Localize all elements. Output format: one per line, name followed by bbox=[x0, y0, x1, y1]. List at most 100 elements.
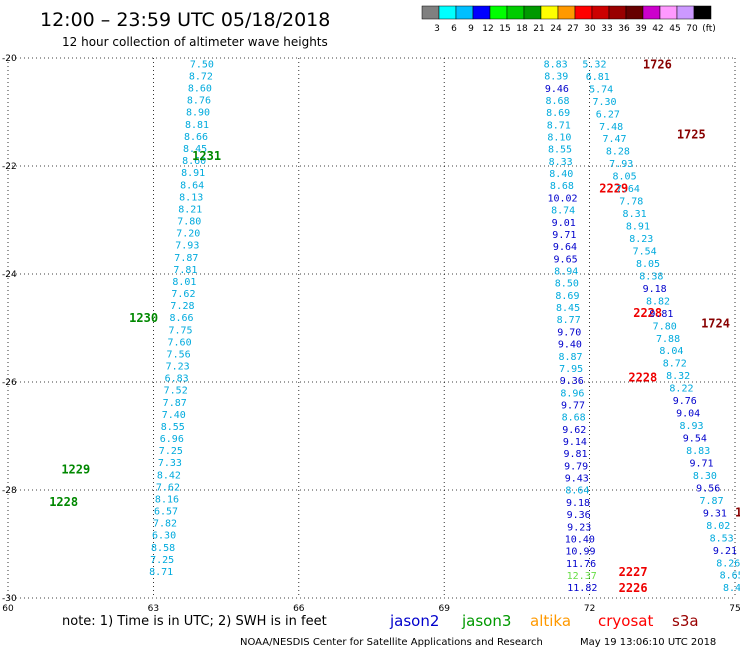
wave-height-label: 7.80 bbox=[177, 217, 201, 228]
generated-timestamp: May 19 13:06:10 UTC 2018 bbox=[580, 637, 716, 648]
x-tick-label: 66 bbox=[293, 604, 305, 614]
colorbar-swatch bbox=[472, 5, 491, 20]
wave-height-label: 8.72 bbox=[663, 359, 687, 370]
wave-height-label: 8.58 bbox=[151, 543, 175, 554]
y-tick-label: -24 bbox=[2, 270, 17, 280]
wave-height-label: 8.66 bbox=[184, 132, 208, 143]
wave-height-label: 7.80 bbox=[653, 321, 677, 332]
wave-height-label: 8.72 bbox=[189, 71, 213, 82]
wave-height-label: 8.90 bbox=[186, 108, 210, 119]
wave-height-label: 8.28 bbox=[606, 147, 630, 158]
wave-height-label: 8.91 bbox=[626, 222, 650, 233]
y-tick-label: -22 bbox=[2, 162, 17, 172]
wave-height-label: 9.56 bbox=[696, 483, 720, 494]
wave-height-label: 9.31 bbox=[703, 508, 727, 519]
wave-height-label: 8.83 bbox=[686, 446, 710, 457]
wave-height-label: 8.13 bbox=[179, 192, 203, 203]
pass-time-label: 2228 bbox=[633, 306, 662, 320]
wave-height-label: 8.26 bbox=[716, 558, 740, 569]
colorbar-swatch bbox=[523, 5, 542, 20]
wave-height-label: 8.30 bbox=[693, 471, 717, 482]
wave-height-label: 7.47 bbox=[602, 134, 626, 145]
wave-height-label: 8.69 bbox=[555, 291, 579, 302]
colorbar-label: 9 bbox=[468, 24, 474, 34]
colorbar-label: 27 bbox=[567, 24, 578, 34]
wave-height-label: 5.32 bbox=[582, 59, 606, 70]
colorbar-label: 30 bbox=[584, 24, 596, 34]
pass-time-label: 1725 bbox=[677, 128, 706, 142]
wave-height-label: 9.64 bbox=[553, 242, 577, 253]
wave-height-label: 8.71 bbox=[547, 120, 571, 131]
wave-height-label: 7.64 bbox=[616, 184, 640, 195]
wave-height-label: 7.56 bbox=[167, 349, 191, 360]
y-tick-label: -30 bbox=[2, 594, 17, 604]
satellite-legend-jason3: jason3 bbox=[461, 612, 511, 630]
wave-height-label: 8.04 bbox=[659, 346, 683, 357]
colorbar-swatch bbox=[557, 5, 576, 20]
wave-height-label: 9.43 bbox=[565, 474, 589, 485]
wave-height-label: 5.74 bbox=[589, 84, 613, 95]
wave-height-label: 6.30 bbox=[152, 531, 176, 542]
wave-height-label: 8.39 bbox=[544, 72, 568, 83]
pass-time-label: 1726 bbox=[643, 57, 672, 71]
colorbar-label: 21 bbox=[533, 24, 544, 34]
wave-height-label: 7.93 bbox=[175, 241, 199, 252]
satellite-legend-jason2: jason2 bbox=[389, 612, 439, 630]
wave-height-label: 9.21 bbox=[713, 546, 737, 557]
wave-height-label: 9.04 bbox=[676, 409, 700, 420]
wave-height-label: 8.16 bbox=[155, 494, 179, 505]
y-axis-ticks: -20 -22 -24 -26 -28 -30 bbox=[2, 54, 17, 604]
wave-height-label: 6.83 bbox=[165, 374, 189, 385]
wave-height-label: 8.60 bbox=[188, 84, 212, 95]
wave-height-label: 9.36 bbox=[560, 376, 584, 387]
wave-height-label: 7.95 bbox=[559, 364, 583, 375]
colorbar-label: 12 bbox=[482, 24, 493, 34]
colorbar-swatch bbox=[455, 5, 474, 20]
wave-height-label: 8.31 bbox=[623, 209, 647, 220]
y-tick-label: -20 bbox=[2, 54, 17, 64]
wave-height-label: 8.05 bbox=[636, 259, 660, 270]
wave-height-label: 9.81 bbox=[649, 309, 673, 320]
pass-time-label: 1229 bbox=[61, 462, 90, 476]
wave-height-label: 9.18 bbox=[566, 498, 590, 509]
wave-height-label: 7.48 bbox=[599, 122, 623, 133]
wave-height-label: 8.83 bbox=[544, 59, 568, 70]
y-tick-label: -28 bbox=[2, 486, 17, 496]
wave-height-label: 9.79 bbox=[564, 461, 588, 472]
colorbar-label: 33 bbox=[601, 24, 612, 34]
colorbar-swatch bbox=[540, 5, 559, 20]
colorbar-swatch bbox=[438, 5, 457, 20]
x-tick-label: 63 bbox=[148, 604, 159, 614]
wave-height-label: 8.55 bbox=[161, 422, 185, 433]
wave-height-label: 9.18 bbox=[643, 284, 667, 295]
colorbar-swatch bbox=[608, 5, 627, 20]
wave-height-label: 7.60 bbox=[168, 337, 192, 348]
wave-height-label: 7.82 bbox=[153, 519, 177, 530]
wave-height-label: 8.68 bbox=[550, 181, 574, 192]
wave-height-label: 8.69 bbox=[546, 108, 570, 119]
x-axis-ticks: 60 63 66 69 72 75 bbox=[2, 604, 740, 614]
wave-height-label: 7.81 bbox=[173, 265, 197, 276]
wave-height-label: 8.02 bbox=[706, 521, 730, 532]
y-tick-label: -26 bbox=[2, 378, 17, 388]
colorbar-label: 24 bbox=[550, 24, 562, 34]
colorbar-label: 15 bbox=[499, 24, 510, 34]
wave-height-label: 10.40 bbox=[565, 534, 595, 545]
wave-height-label: 8.53 bbox=[710, 533, 734, 544]
colorbar-label: 3 bbox=[434, 24, 440, 34]
wave-height-label: 8.64 bbox=[180, 180, 204, 191]
pass-time-label: 1724 bbox=[701, 317, 730, 331]
wave-height-label: 8.05 bbox=[613, 172, 637, 183]
wave-height-label: 9.65 bbox=[554, 254, 578, 265]
wave-height-label: 8.76 bbox=[187, 96, 211, 107]
colorbar-swatch bbox=[659, 5, 678, 20]
colorbar-label: 45 bbox=[669, 24, 680, 34]
wave-height-label: 9.40 bbox=[558, 340, 582, 351]
wave-height-label: 7.52 bbox=[164, 386, 188, 397]
colorbar-label: 36 bbox=[618, 24, 630, 34]
colorbar-label: 18 bbox=[516, 24, 528, 34]
agency-credit: NOAA/NESDIS Center for Satellite Applica… bbox=[240, 637, 543, 648]
colorbar-label: 6 bbox=[451, 24, 457, 34]
wave-height-label: 7.23 bbox=[166, 362, 190, 373]
